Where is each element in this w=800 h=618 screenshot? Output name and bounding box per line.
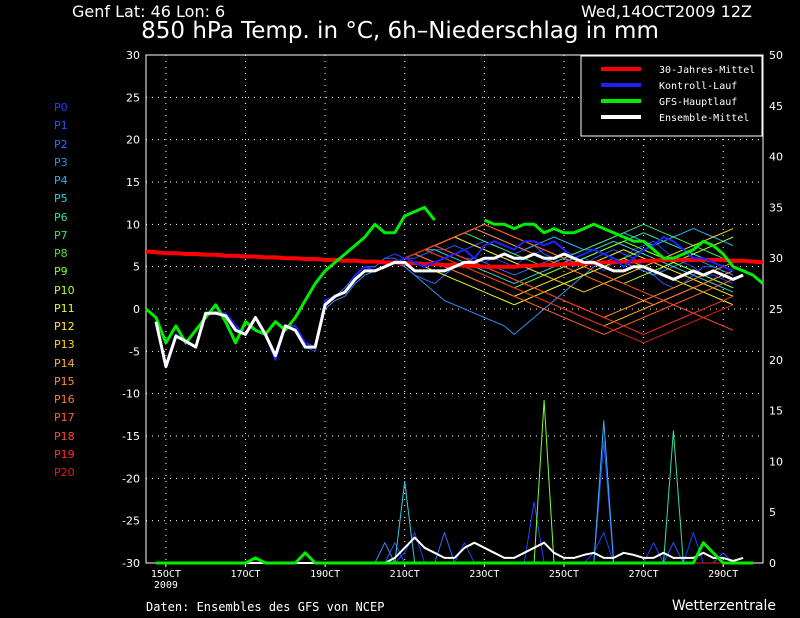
- series-layer: [145, 205, 764, 565]
- y-right-tick-label: 35: [769, 201, 783, 214]
- member-precip-line-p6: [156, 430, 744, 564]
- brand-label: Wetterzentrale: [671, 598, 776, 614]
- y-left-tick-label: -5: [129, 345, 140, 358]
- member-label-p14: P14: [54, 356, 75, 370]
- y-right-tick-label: 20: [769, 354, 783, 367]
- member-label-p4: P4: [54, 174, 68, 187]
- member-label-p7: P7: [54, 228, 68, 242]
- y-left-tick-label: 0: [133, 303, 140, 316]
- y-right-tick-label: 25: [769, 303, 783, 316]
- y-left-tick-label: -30: [122, 557, 140, 570]
- member-label-p19: P19: [54, 447, 75, 461]
- y-left-tick-label: -20: [122, 472, 140, 485]
- y-left-tick-label: -10: [122, 388, 140, 401]
- member-label-p8: P8: [54, 247, 68, 260]
- date-header: Wed,14OCT2009 12Z: [581, 2, 752, 21]
- member-label-p10: P10: [54, 283, 75, 297]
- location-header: Genf Lat: 46 Lon: 6: [72, 2, 226, 21]
- x-tick-label: 23OCT: [469, 569, 499, 580]
- member-label-p18: P18: [54, 429, 75, 443]
- member-label-p1: P1: [54, 119, 68, 133]
- series-line-ensemble-mittel: [154, 252, 744, 369]
- member-label-p3: P3: [54, 155, 68, 169]
- y-left-tick-label: 5: [133, 261, 140, 274]
- y-right-tick-label: 0: [769, 557, 776, 570]
- y-left-tick-label: -25: [122, 515, 140, 528]
- series-line-gfs-hauptlauf: [483, 218, 764, 285]
- x-tick-label: 29OCT: [708, 569, 738, 580]
- member-list: P0 P1 P2 P3 P4 P5 P6 P7 P8 P9 P10 P11 P12 P13 P14 P15 P1…: [54, 101, 75, 484]
- y-right-tick-label: 40: [769, 151, 783, 164]
- member-label-p0: P0: [54, 101, 68, 114]
- y-right-tick-label: 30: [769, 252, 783, 265]
- member-label-p13: P13: [54, 338, 75, 352]
- legend-label: Kontroll-Lauf: [659, 81, 737, 92]
- y-right-tick-label: 15: [769, 405, 783, 418]
- y-right-tick-label: 50: [769, 49, 783, 62]
- member-label-p16: P16: [54, 393, 75, 406]
- member-layer: [155, 223, 744, 564]
- y-right-tick-label: 45: [769, 100, 783, 113]
- member-label-p9: P9: [54, 265, 68, 279]
- y-left-tick-label: -15: [122, 430, 140, 443]
- chart-title: 850 hPa Temp. in °C, 6h–Niederschlag in …: [141, 18, 659, 44]
- member-label-p12: P12: [54, 320, 75, 333]
- x-tick-label: 19OCT: [310, 569, 340, 580]
- x-tick-label: 25OCT: [549, 569, 579, 580]
- legend-label: GFS-Hauptlauf: [659, 97, 737, 108]
- axis-layer: -30 -25 -20 -15 -10 -5 0 5 10 15 20 25 30 0 5 10 15 20 25 3…: [122, 49, 783, 591]
- member-label-p20: P20: [54, 466, 75, 479]
- x-tick-label: 27OCT: [629, 569, 659, 580]
- y-right-tick-label: 10: [769, 455, 783, 468]
- series-line-gfs-hauptlauf: [145, 205, 436, 345]
- member-precip-line-p0: [156, 501, 744, 564]
- member-label-p2: P2: [54, 137, 68, 151]
- member-label-p11: P11: [54, 301, 75, 315]
- x-tick-label: 15OCT: [151, 569, 181, 580]
- x-tick-label: 17OCT: [230, 569, 260, 580]
- x-tick-sublabel: 2009: [154, 580, 178, 591]
- legend-label: 30-Jahres-Mittel: [659, 65, 755, 76]
- x-tick-label: 21OCT: [390, 569, 420, 580]
- y-left-tick-label: 30: [126, 49, 140, 62]
- legend-label: Ensemble-Mittel: [659, 113, 749, 124]
- y-left-tick-label: 20: [126, 134, 140, 147]
- series-line-30-jahres-mittel: [145, 249, 764, 269]
- y-right-tick-label: 5: [769, 506, 776, 519]
- member-precip-line-p5: [156, 481, 744, 564]
- series-line-gfs-hauptlauf-niederschlag: [156, 541, 753, 565]
- member-label-p5: P5: [54, 192, 68, 206]
- source-note: Daten: Ensembles des GFS von NCEP: [146, 600, 385, 614]
- member-label-p6: P6: [54, 210, 68, 224]
- y-left-tick-label: 15: [126, 176, 140, 189]
- grid-layer: [146, 55, 763, 563]
- y-left-tick-label: 25: [126, 91, 140, 104]
- member-label-p17: P17: [54, 411, 75, 425]
- member-precip-line-p9: [156, 399, 744, 564]
- member-precip-line-p4: [156, 420, 744, 564]
- member-label-p15: P15: [54, 374, 75, 388]
- legend-layer: 30-Jahres-Mittel Kontroll-Lauf GFS-Hauptla…: [580, 55, 763, 137]
- y-left-tick-label: 10: [126, 218, 140, 231]
- series-line-ensemble-mittel-niederschlag: [156, 536, 744, 564]
